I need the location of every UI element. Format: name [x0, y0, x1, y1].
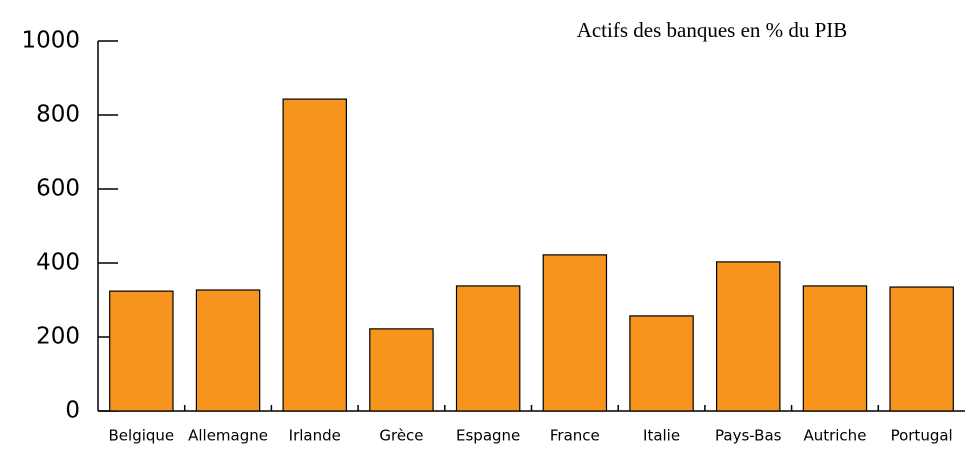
- bar: [282, 98, 347, 412]
- x-tick-label: Portugal: [891, 427, 953, 445]
- bar: [629, 315, 694, 412]
- bar: [109, 290, 174, 412]
- bar: [455, 285, 521, 412]
- bar: [369, 328, 434, 412]
- y-tick-label: 200: [36, 324, 80, 350]
- x-tick-label: Grèce: [379, 427, 423, 445]
- y-tick-label: 600: [36, 176, 80, 202]
- chart-title: Actifs des banques en % du PIB: [577, 18, 848, 42]
- x-tick-label: Allemagne: [188, 427, 268, 445]
- y-tick-label: 800: [36, 102, 80, 128]
- x-tick-label: Irlande: [289, 427, 341, 445]
- x-tick-label: Autriche: [803, 427, 866, 445]
- y-tick-label: 1000: [21, 28, 80, 54]
- bar: [542, 254, 608, 412]
- bar: [802, 285, 868, 412]
- x-tick-label: Italie: [643, 427, 680, 445]
- x-tick-label: Espagne: [456, 427, 520, 445]
- bar: [889, 286, 954, 412]
- bar: [195, 289, 261, 412]
- x-tick-label: Belgique: [109, 427, 175, 445]
- y-tick-label: 0: [65, 398, 80, 424]
- x-tick-label: Pays-Bas: [715, 427, 782, 445]
- x-tick-label: France: [550, 427, 600, 445]
- bar: [716, 261, 781, 412]
- y-tick-label: 400: [36, 250, 80, 276]
